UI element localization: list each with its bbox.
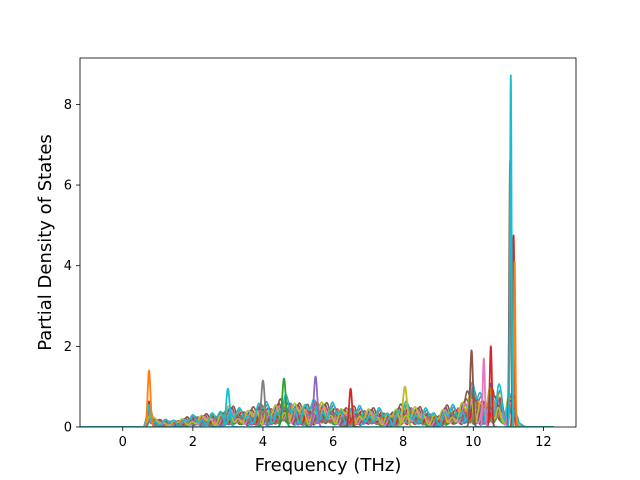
x-tick-label: 4	[259, 435, 267, 450]
y-tick-label: 0	[64, 421, 72, 436]
x-tick-label: 12	[535, 435, 552, 450]
y-tick-label: 8	[64, 98, 72, 113]
pdos-series-line	[80, 381, 555, 427]
x-tick-label: 8	[399, 435, 407, 450]
y-axis-ticks: 0 2 4 6 8	[64, 98, 80, 436]
y-tick-label: 2	[64, 340, 72, 355]
series-layer	[80, 74, 555, 427]
x-tick-label: 0	[119, 435, 127, 450]
x-tick-label: 10	[465, 435, 482, 450]
x-tick-label: 2	[189, 435, 197, 450]
y-axis-label: Partial Density of States	[35, 134, 56, 351]
x-axis-label: Frequency (THz)	[255, 455, 402, 476]
y-tick-label: 6	[64, 179, 72, 194]
x-axis-ticks: 0 2 4 6 8 10 12	[119, 427, 552, 450]
x-tick-label: 6	[329, 435, 337, 450]
plot-frame	[79, 57, 577, 428]
y-tick-label: 4	[64, 259, 72, 274]
